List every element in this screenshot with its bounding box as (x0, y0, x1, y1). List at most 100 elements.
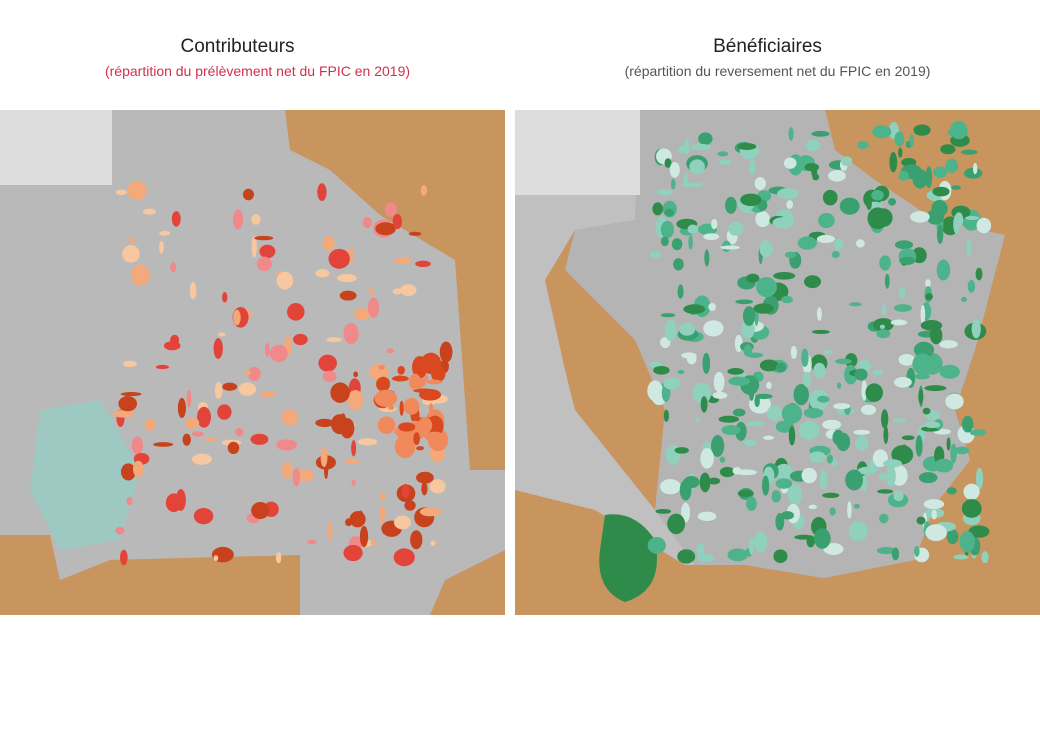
area-patch (893, 490, 904, 502)
area-patch (933, 166, 947, 178)
area-patch (415, 260, 431, 268)
area-patch (213, 555, 219, 562)
area-patch (359, 525, 369, 548)
area-patch (232, 209, 244, 230)
area-patch (910, 211, 930, 223)
area-patch (688, 235, 693, 250)
area-patch (797, 236, 817, 250)
area-patch (362, 216, 372, 229)
area-patch (867, 207, 888, 230)
area-patch (250, 433, 269, 445)
area-patch (256, 256, 272, 272)
area-patch (777, 188, 799, 199)
area-patch (879, 255, 891, 271)
area-patch (753, 303, 774, 314)
area-patch (924, 385, 947, 392)
area-patch (861, 380, 867, 402)
map-title: Contributeurs (180, 36, 295, 57)
area-patch (222, 382, 238, 391)
area-patch (696, 542, 705, 556)
area-patch (923, 499, 945, 510)
area-patch (818, 212, 835, 229)
area-patch (703, 233, 720, 241)
area-patch (879, 473, 887, 481)
area-patch (399, 400, 404, 416)
area-patch (384, 202, 397, 217)
area-patch (315, 418, 334, 428)
area-patch (804, 275, 821, 289)
area-patch (808, 504, 817, 510)
area-patch (269, 344, 288, 363)
area-patch (898, 170, 909, 181)
area-patch (401, 483, 410, 499)
area-patch (960, 149, 978, 155)
area-patch (819, 469, 828, 491)
area-patch (343, 544, 363, 562)
area-patch (326, 337, 342, 343)
area-patch (238, 382, 257, 396)
area-patch (681, 182, 704, 188)
area-patch (945, 158, 959, 173)
area-patch (811, 329, 830, 334)
area-patch (728, 376, 750, 386)
area-patch (854, 368, 868, 381)
area-patch (954, 212, 964, 228)
area-patch (397, 365, 405, 375)
area-patch (683, 304, 706, 314)
area-patch (787, 484, 803, 506)
area-patch (653, 365, 670, 375)
area-patch (832, 429, 845, 446)
area-patch (913, 124, 931, 136)
area-patch (945, 393, 964, 410)
area-patch (934, 458, 954, 473)
area-patch (287, 303, 305, 321)
area-patch (393, 548, 415, 567)
area-patch (659, 479, 681, 495)
area-patch (848, 521, 868, 542)
area-patch (276, 271, 294, 290)
area-patch (339, 413, 347, 434)
area-patch (914, 373, 930, 380)
area-patch (702, 352, 711, 375)
area-patch (737, 489, 754, 497)
area-patch (189, 281, 197, 300)
area-patch (835, 358, 852, 365)
area-patch (671, 238, 683, 251)
area-patch (939, 340, 958, 349)
area-patch (317, 183, 327, 201)
area-patch (860, 404, 876, 416)
area-patch (677, 369, 685, 374)
area-patch (972, 162, 978, 175)
map-subtitle: (répartition du prélèvement net du FPIC … (104, 63, 411, 79)
area-patch (327, 521, 333, 542)
area-patch (217, 404, 232, 420)
area-patch (115, 189, 128, 196)
area-patch (679, 479, 692, 501)
area-patch (718, 415, 739, 423)
area-patch (112, 410, 134, 418)
area-patch (899, 256, 916, 265)
area-patch (664, 208, 675, 217)
area-patch (877, 489, 894, 494)
area-patch (251, 214, 261, 225)
area-patch (831, 458, 838, 467)
area-patch (413, 388, 435, 393)
area-patch (388, 405, 395, 410)
area-patch (813, 362, 826, 379)
area-patch (925, 166, 933, 189)
area-patch (954, 446, 970, 455)
area-patch (318, 354, 337, 372)
area-patch (788, 127, 794, 141)
area-patch (894, 131, 905, 147)
area-patch (863, 527, 868, 533)
area-patch (719, 456, 726, 463)
area-patch (749, 394, 771, 414)
area-patch (259, 391, 276, 398)
area-patch (894, 240, 914, 250)
area-patch (831, 250, 840, 259)
area-patch (950, 443, 957, 464)
area-patch (913, 341, 935, 358)
area-patch (959, 531, 976, 553)
area-patch (153, 442, 174, 447)
area-patch (158, 240, 164, 254)
